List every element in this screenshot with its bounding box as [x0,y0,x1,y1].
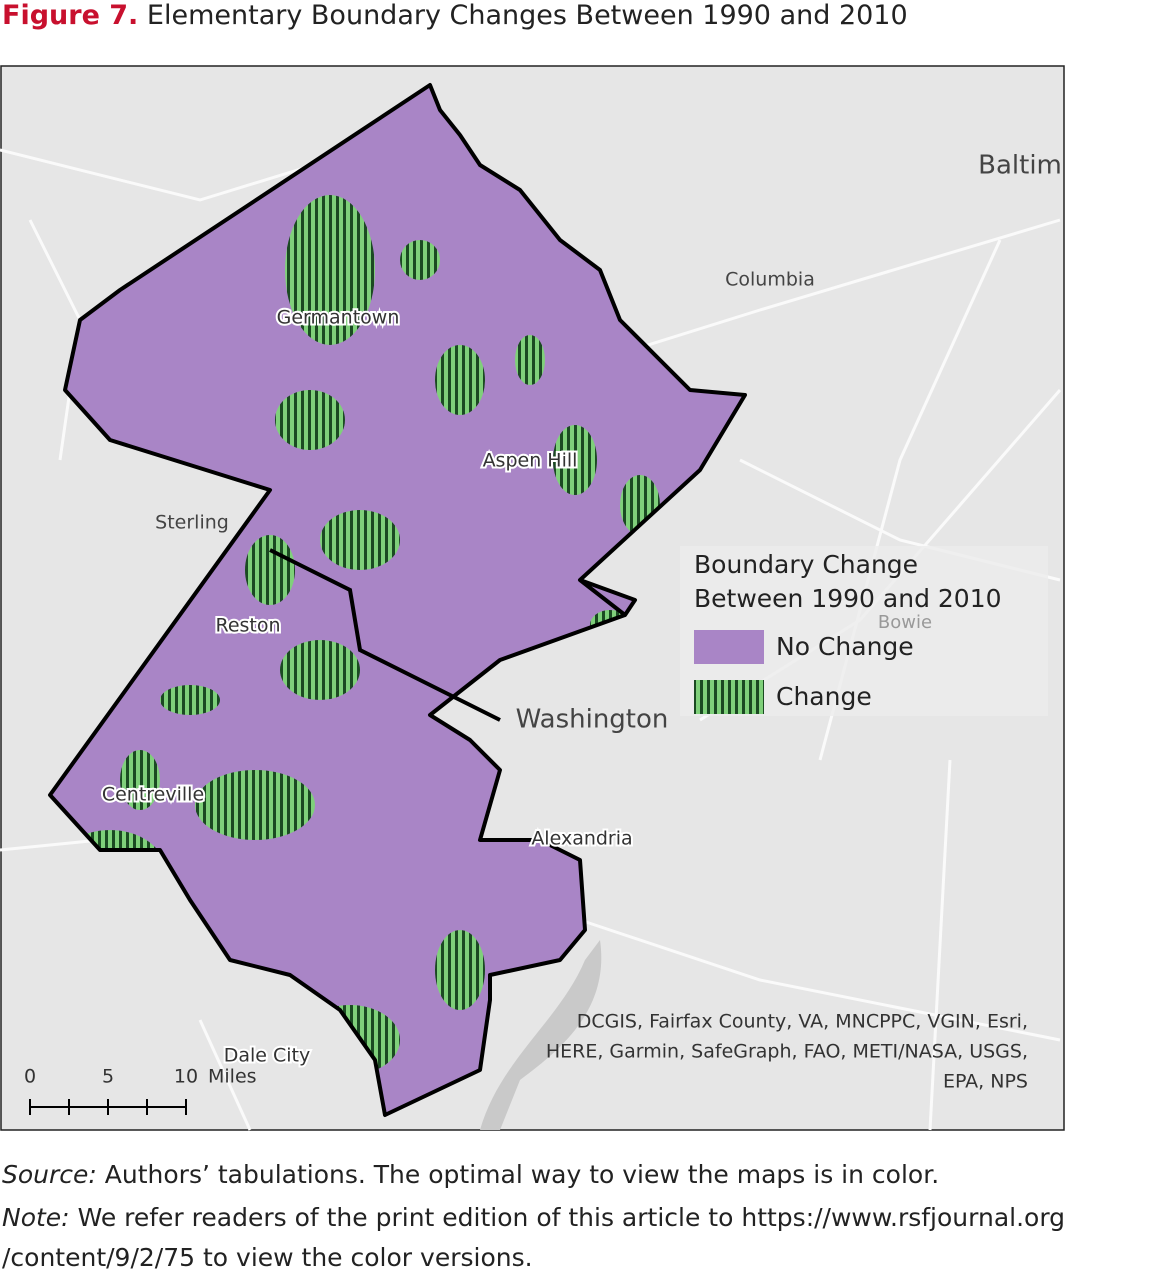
scale-label: 0 [24,1066,36,1088]
source-text: Authors’ tabulations. The optimal way to… [104,1160,940,1189]
change-areas [55,195,660,1075]
source: Source: Authors’ tabulations. The optima… [2,1160,939,1189]
place-label: Centreville [102,784,204,806]
place-label: Aspen Hill [483,450,578,472]
place-label: Washington [516,705,669,735]
legend-title: Between 1990 and 2010 [694,584,1002,613]
place-label: Sterling [155,512,229,534]
source-label: Source: [2,1160,97,1189]
county-boundary [48,83,747,1117]
attribution: EPA, NPS [943,1071,1028,1093]
note-line: We refer readers of the print edition of… [77,1203,1066,1232]
scale-label: 5 [102,1066,114,1088]
place-label: Alexandria [531,828,632,850]
scale-unit: Miles [208,1066,257,1088]
place-label: Columbia [725,269,815,291]
figure-title-text: Elementary Boundary Changes Between 1990… [146,0,908,31]
figure-label: Figure 7. [2,0,139,31]
place-label: Baltim [978,151,1062,181]
place-label: Bowie [878,612,932,633]
attribution: HERE, Garmin, SafeGraph, FAO, METI/NASA,… [546,1041,1028,1063]
legend-swatch [694,630,764,664]
note-line: /content/9/2/75 to view the color versio… [2,1243,533,1272]
place-label: Reston [215,615,280,637]
legend-label: Change [776,682,872,711]
state-boundary [269,548,501,722]
note: Note: We refer readers of the print edit… [2,1203,1065,1232]
legend-title: Boundary Change [694,550,918,579]
map: Baltim Columbia Germantown Aspen Hill Sterli… [0,65,1065,1131]
attribution: DCGIS, Fairfax County, VA, MNCPPC, VGIN,… [577,1011,1028,1033]
place-label: Dale City [224,1045,311,1067]
scale-label: 10 [174,1066,198,1088]
note-label: Note: [2,1203,70,1232]
legend-swatch [694,680,764,714]
roads [0,148,1062,1131]
place-label: Germantown [277,307,400,329]
river [480,940,602,1130]
legend-label: No Change [776,632,914,661]
figure-title: Figure 7. Elementary Boundary Changes Be… [2,0,908,31]
